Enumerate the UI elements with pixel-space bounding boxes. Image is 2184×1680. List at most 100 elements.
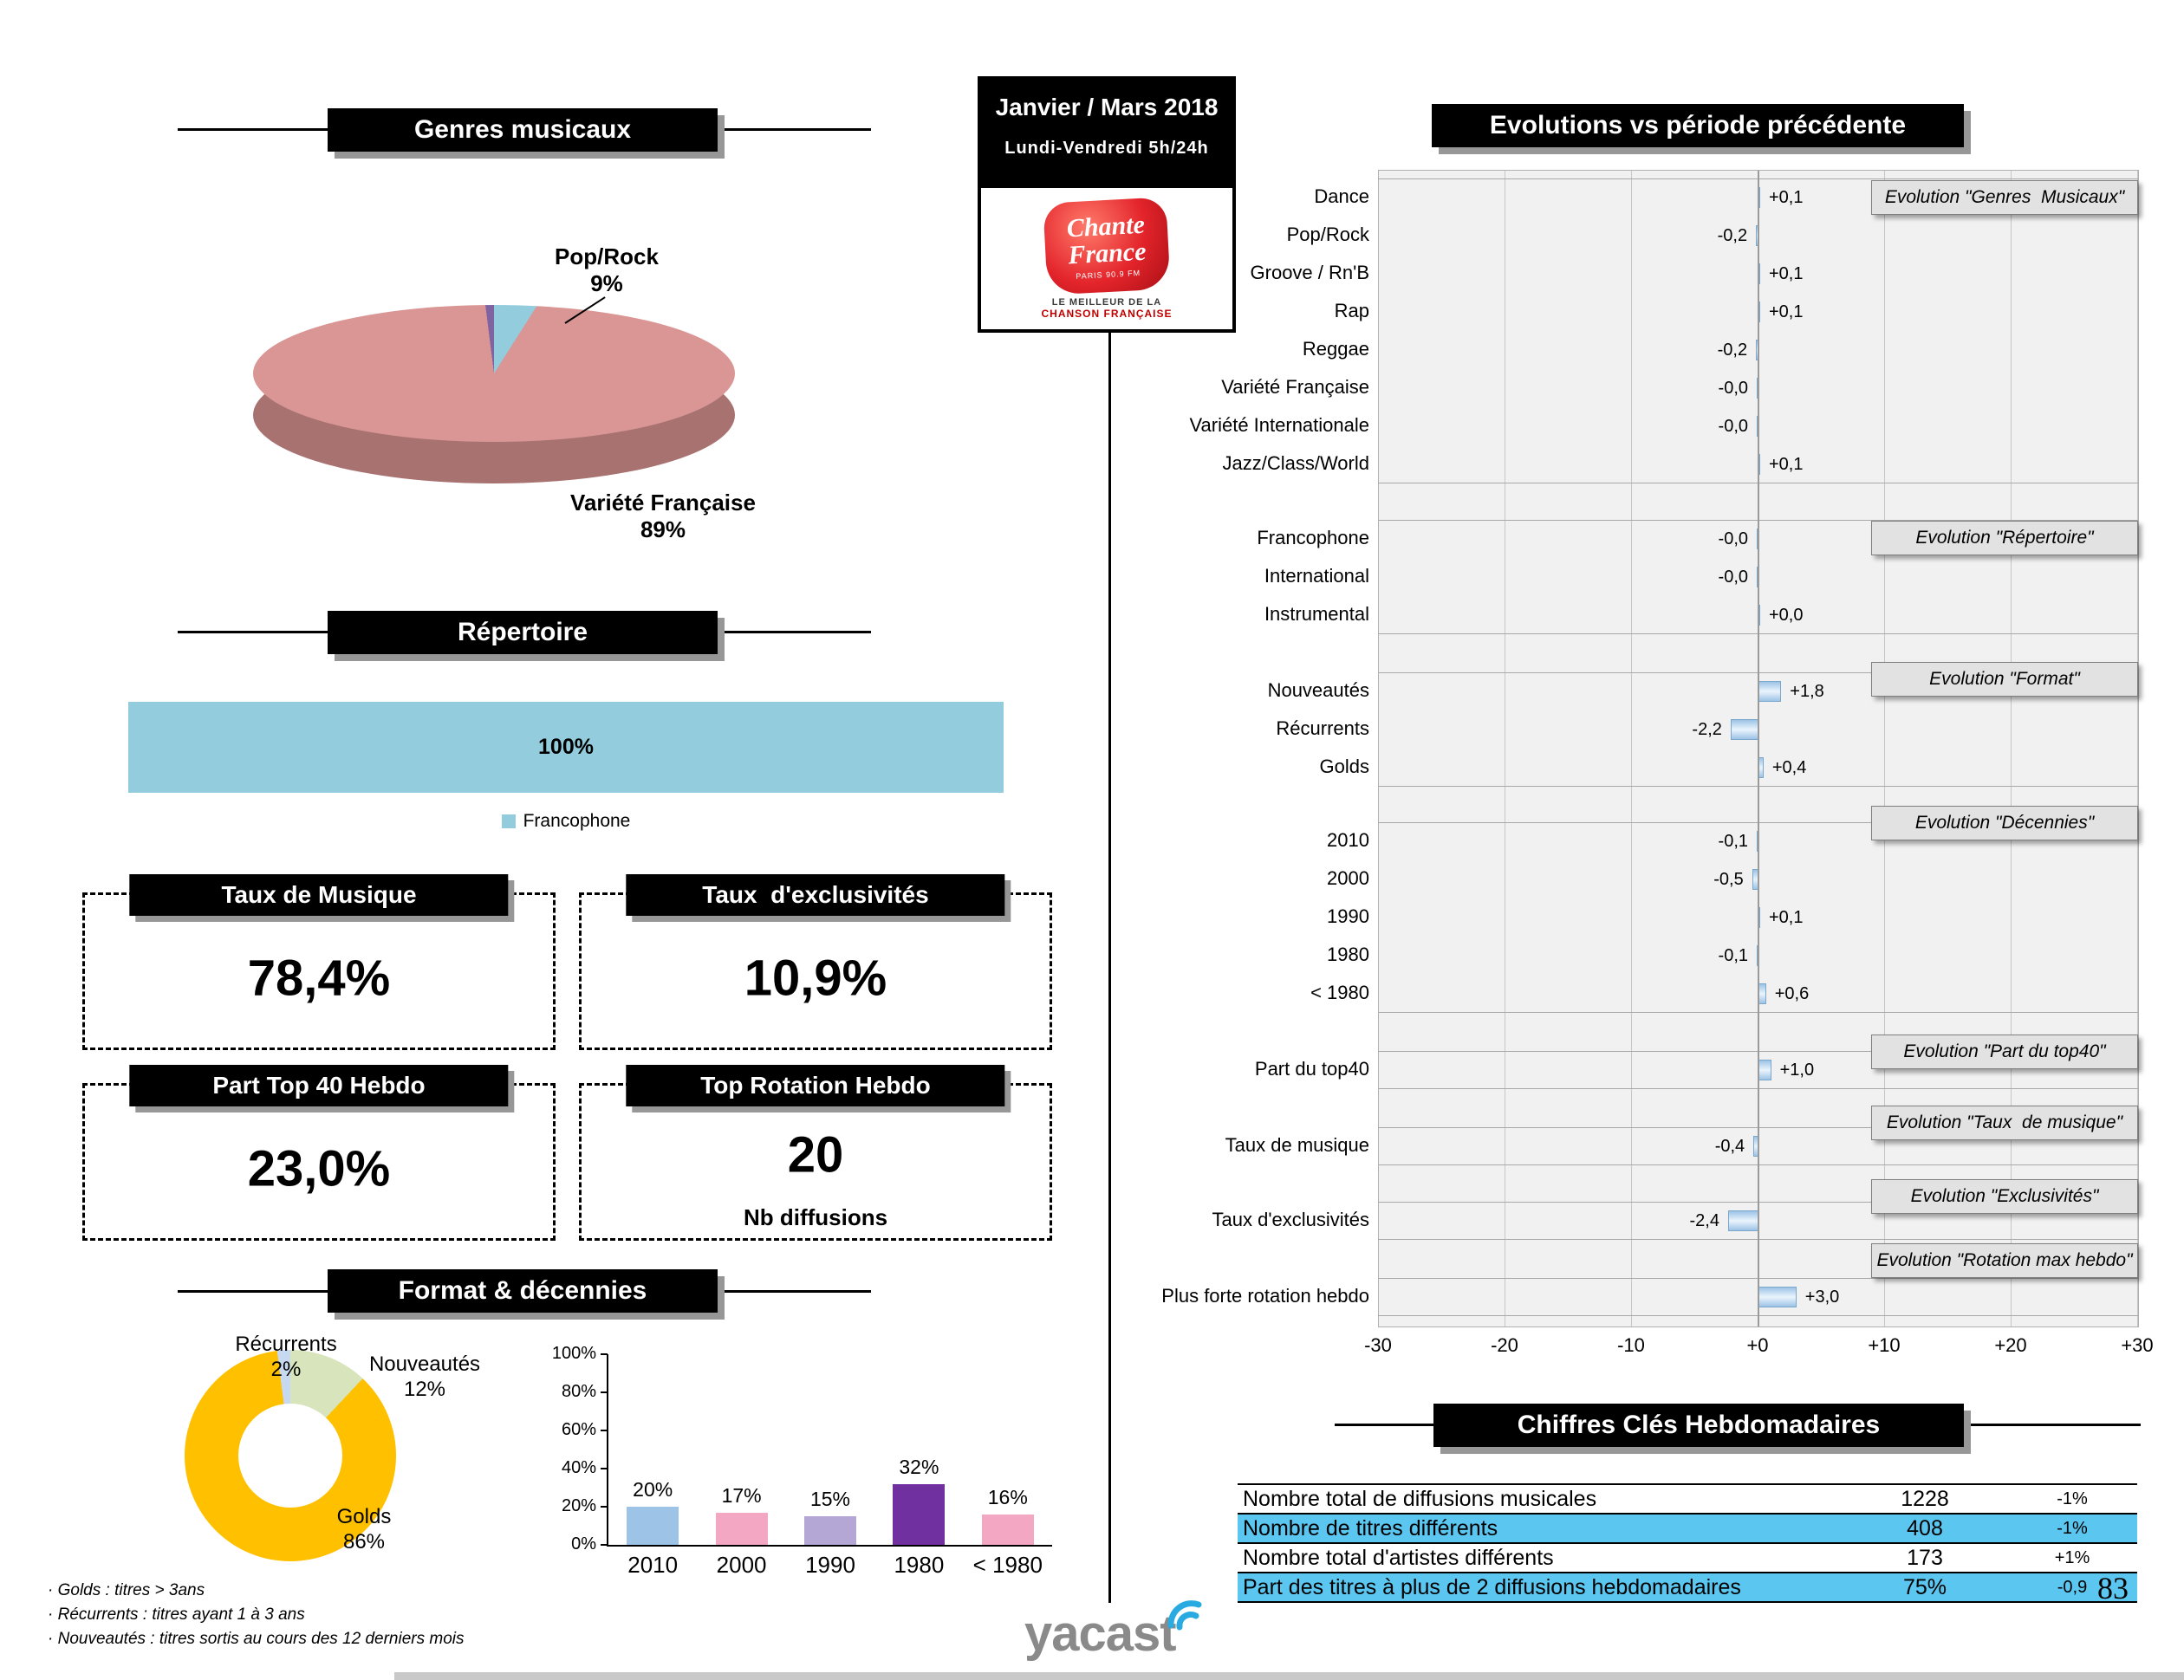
center-divider-line — [1108, 333, 1111, 1603]
evolution-category-label: Pop/Rock — [1286, 224, 1369, 245]
decade-y-tickmark — [601, 1391, 608, 1393]
kpi-title-bar: Taux d'exclusivités — [626, 874, 1005, 916]
evolution-value: +0,1 — [1769, 455, 1804, 474]
kpi-title-label: Taux de Musique — [221, 881, 417, 908]
decade-bar — [804, 1516, 856, 1545]
donut-label-golds: Golds 86% — [286, 1504, 442, 1554]
section-header-repertoire: Répertoire — [328, 611, 718, 654]
key-figure-delta: -0,9 — [2057, 1577, 2088, 1597]
footnote-recurrents: · Récurrents : titres ayant 1 à 3 ans — [48, 1605, 305, 1624]
genres-pie-top — [253, 305, 735, 442]
kpi-top-rotation: Top Rotation Hebdo 20 Nb diffusions — [579, 1065, 1052, 1241]
evolution-chart: +0,1 -0,2 +0,1 +0,1 -0,2 -0,0 -0,0 +0,1 Evolutio… — [1378, 170, 2139, 1327]
decade-y-tickmark — [601, 1353, 608, 1355]
kpi-value: 10,9% — [744, 950, 887, 1007]
evolution-value: -0,0 — [1718, 379, 1748, 398]
section-header-chiffres: Chiffres Clés Hebdomadaires — [1433, 1404, 1964, 1447]
kpi-title-bar: Part Top 40 Hebdo — [129, 1065, 509, 1106]
evolution-value: -0,0 — [1718, 529, 1748, 548]
evolution-category-label: International — [1264, 565, 1369, 587]
legend-swatch-francophone — [501, 814, 516, 828]
decade-y-tickmark — [601, 1430, 608, 1431]
evolution-group-box: Evolution "Exclusivités" — [1871, 1179, 2138, 1214]
decade-y-tick: 100% — [551, 1344, 596, 1363]
kpi-part-top40: Part Top 40 Hebdo 23,0% — [82, 1065, 556, 1241]
evolution-category-label: Groove / Rn'B — [1250, 262, 1369, 283]
period-box: Janvier / Mars 2018 Lundi-Vendredi 5h/24… — [978, 76, 1236, 333]
evolution-value: +0,1 — [1769, 264, 1804, 283]
evolution-category-label: 1990 — [1327, 905, 1369, 927]
next-page-edge — [394, 1672, 2184, 1680]
evolution-zero-line — [1758, 171, 1759, 1326]
evolution-value: +0,6 — [1774, 984, 1810, 1003]
chante-france-logo: Chante France PARIS 90.9 FM LE MEILLEUR … — [981, 197, 1232, 320]
evolution-value: +0,1 — [1769, 302, 1804, 321]
decade-y-tickmark — [601, 1468, 608, 1469]
evolution-bar — [1758, 1060, 1771, 1080]
kpi-taux-musique: Taux de Musique 78,4% — [82, 874, 556, 1050]
evolution-value: +0,4 — [1771, 758, 1807, 777]
evolution-category-label: Francophone — [1257, 527, 1369, 548]
period-title: Janvier / Mars 2018 — [995, 94, 1219, 120]
evolution-value: +0,1 — [1769, 908, 1804, 927]
evolution-category-label: Taux de musique — [1225, 1134, 1369, 1156]
evolution-x-tick-label: -20 — [1491, 1334, 1518, 1356]
decade-x-label: 1980 — [894, 1552, 945, 1578]
kpi-title-label: Top Rotation Hebdo — [700, 1072, 931, 1099]
evolution-value: -0,1 — [1718, 946, 1748, 965]
donut-slice-pct: 2% — [270, 1358, 302, 1381]
evolution-value: +3,0 — [1804, 1288, 1840, 1307]
yacast-signal-icon — [1167, 1600, 1202, 1631]
kpi-title-bar: Taux de Musique — [129, 874, 509, 916]
evolution-value: -0,5 — [1713, 870, 1744, 889]
evolution-x-tick-label: +30 — [2121, 1334, 2154, 1356]
evolution-category-label: Reggae — [1302, 338, 1369, 360]
section-header-format: Format & décennies — [328, 1269, 718, 1313]
evolution-category-label: Variété Française — [1221, 376, 1369, 398]
donut-slice-label: Golds — [336, 1505, 392, 1528]
evolution-bar — [1758, 983, 1766, 1004]
kpi-value: 23,0% — [247, 1140, 391, 1197]
evolution-group-box: Evolution "Part du top40" — [1871, 1035, 2138, 1069]
kpi-title-bar: Top Rotation Hebdo — [626, 1065, 1005, 1106]
repertoire-bar-value: 100% — [538, 735, 594, 759]
evolution-category-labels: Dance Pop/Rock Groove / Rn'B Rap Reggae Varié… — [1075, 170, 1369, 1326]
decade-bar-value: 15% — [809, 1488, 851, 1510]
evolution-group-box: Evolution "Taux de musique" — [1871, 1106, 2138, 1140]
evolution-value: -0,2 — [1717, 341, 1748, 360]
evolution-x-axis: -30 -20 -10 +0 +10 +20 +30 — [1364, 1331, 2154, 1359]
key-figure-value: 408 — [1907, 1515, 1943, 1541]
logo-tagline1: LE MEILLEUR DE LA — [1051, 297, 1162, 308]
decade-bar-value: 32% — [899, 1455, 939, 1478]
genres-pie-chart — [253, 305, 735, 483]
evolution-category-label: 2010 — [1327, 829, 1369, 851]
evolution-x-tick-label: +10 — [1868, 1334, 1901, 1356]
decade-x-label: 2000 — [716, 1552, 767, 1578]
evolution-bar — [1758, 681, 1782, 702]
evolution-category-label: Golds — [1319, 756, 1369, 777]
decade-y-tick: 40% — [561, 1458, 596, 1477]
key-figure-label: Nombre total d'artistes différents — [1243, 1545, 1554, 1570]
section-header-genres-label: Genres musicaux — [413, 115, 632, 144]
key-figure-value: 75% — [1902, 1574, 1947, 1599]
repertoire-legend: Francophone — [128, 811, 1004, 832]
decade-bar-value: 16% — [987, 1485, 1028, 1508]
key-figure-label: Nombre de titres différents — [1243, 1515, 1498, 1541]
pie-slice-pct: 89% — [640, 516, 686, 542]
decade-bar-value: 17% — [721, 1483, 762, 1507]
evolution-group-box: Evolution "Décennies" — [1871, 806, 2138, 840]
decades-bar-chart: 20% 2010 17% 2000 15% 1990 32% 1980 16% < 1980 0% 2… — [552, 1344, 1052, 1578]
evolution-value: -0,0 — [1718, 568, 1748, 587]
kpi-subtitle: Nb diffusions — [743, 1204, 888, 1230]
key-figure-label: Nombre total de diffusions musicales — [1243, 1486, 1597, 1511]
donut-slice-pct: 86% — [342, 1530, 386, 1554]
evolution-value: -2,4 — [1689, 1211, 1719, 1230]
evolution-x-tick-label: -30 — [1364, 1334, 1392, 1356]
yacast-logo-text: yacast — [1024, 1605, 1177, 1662]
key-figures-row: Nombre total d'artistes différents 173 +1% — [1238, 1544, 2137, 1573]
evolution-group-box: Evolution "Genres Musicaux" — [1871, 180, 2138, 215]
section-header-evolutions-label: Evolutions vs période précédente — [1489, 111, 1907, 139]
evolution-category-label: < 1980 — [1310, 982, 1369, 1003]
evolution-x-tick-label: +0 — [1746, 1334, 1769, 1356]
